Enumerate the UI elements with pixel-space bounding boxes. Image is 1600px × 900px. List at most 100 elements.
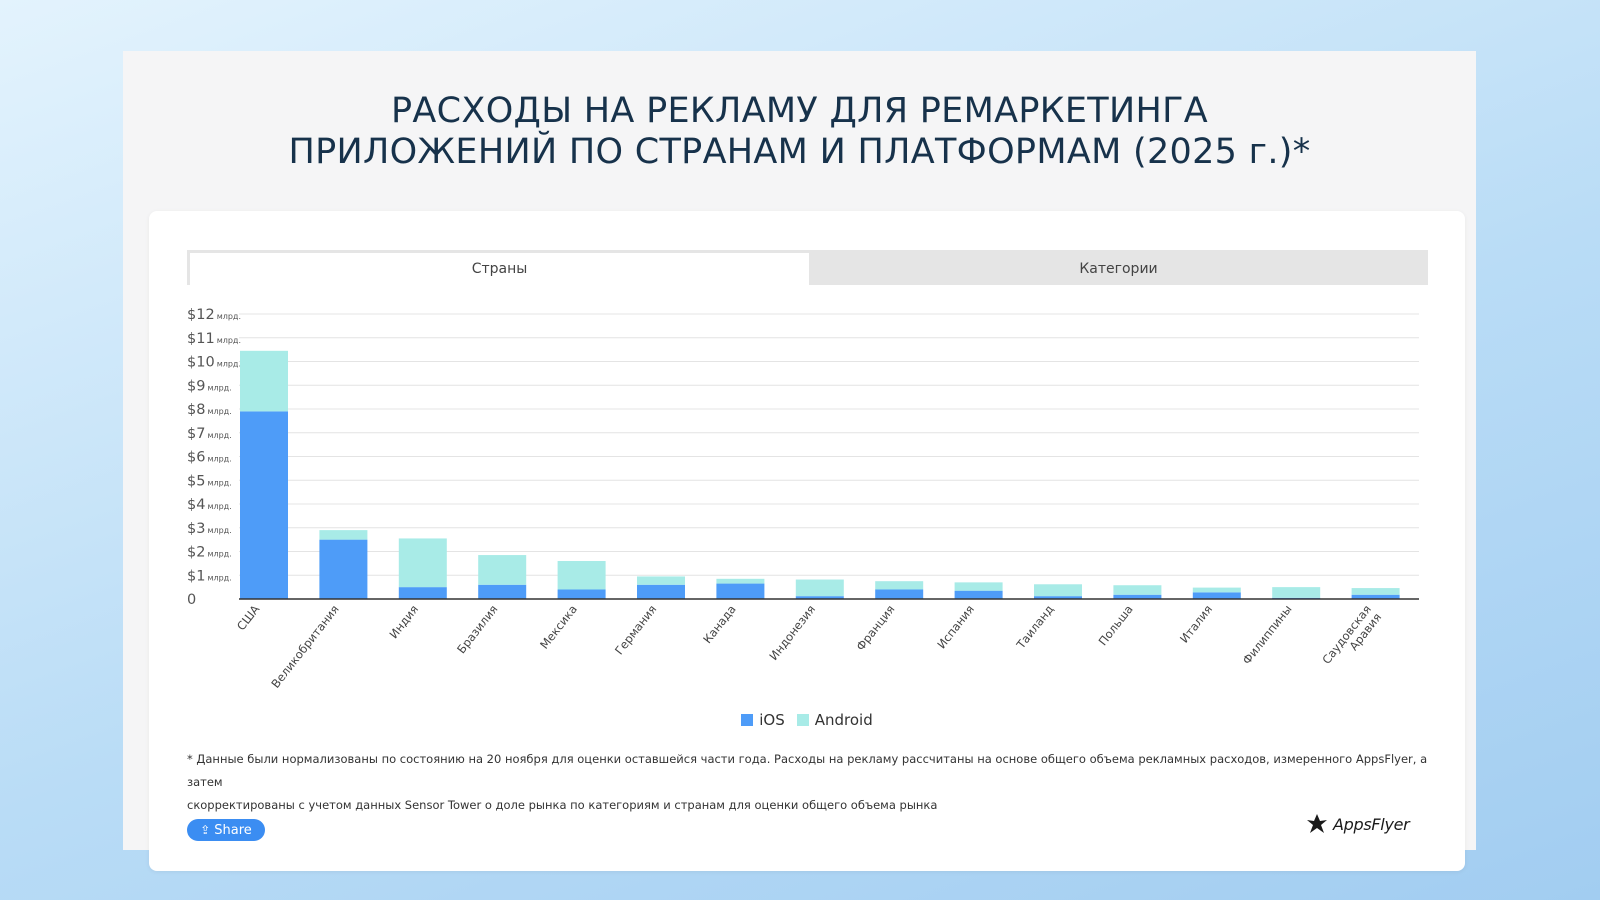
chart-panel: Страны Категории $12 млрд. $11 млрд. $10 млрд… [149, 211, 1465, 871]
bar-ios [875, 589, 924, 599]
bar-android [716, 578, 765, 584]
y-tick-unit: млрд. [217, 360, 241, 369]
tab-categories[interactable]: Категории [1079, 261, 1158, 277]
share-label: Share [214, 822, 252, 838]
legend-label-android: Android [814, 711, 873, 729]
bar-android [1113, 585, 1162, 595]
y-tick-label: $7 млрд. [187, 426, 232, 442]
bar-ios [557, 589, 606, 599]
bar-android [240, 350, 288, 412]
chart-legend: iOS Android [149, 711, 1465, 729]
bar-android [478, 555, 527, 585]
bar-ios [398, 587, 447, 599]
y-tick-label: $11 млрд. [187, 331, 241, 347]
footnote-line-1: * Данные были нормализованы по состоянию… [187, 752, 1428, 789]
bar-ios [1192, 592, 1241, 599]
y-tick-value: $11 [187, 331, 215, 347]
bar-ios [1113, 594, 1162, 599]
footnote: * Данные были нормализованы по состоянию… [187, 748, 1437, 817]
appsflyer-logo: AppsFlyer [1305, 812, 1410, 836]
y-tick-unit: млрд. [207, 431, 231, 440]
bar-ios [795, 596, 844, 599]
y-tick-label: $4 млрд. [187, 497, 232, 513]
bar-ios [1351, 594, 1400, 599]
footnote-line-2: скорректированы с учетом данных Sensor T… [187, 798, 938, 812]
appsflyer-logo-icon [1307, 814, 1327, 833]
bar-ios [319, 539, 368, 599]
y-tick-value: 0 [187, 592, 196, 608]
bar-android [1272, 587, 1321, 598]
y-tick-value: $8 [187, 402, 205, 418]
y-tick-label: $2 млрд. [187, 545, 232, 561]
y-tick-unit: млрд. [207, 550, 231, 559]
bar-ios [1034, 596, 1082, 599]
bar-android [637, 576, 685, 585]
x-tick-label: Германия [612, 602, 659, 657]
x-tick-label: Польша [1096, 602, 1136, 648]
bar-ios [637, 584, 685, 599]
bar-android [398, 538, 447, 588]
y-tick-value: $12 [187, 307, 215, 323]
y-tick-label: $5 млрд. [187, 473, 232, 489]
y-tick-label: $8 млрд. [187, 402, 232, 418]
legend-swatch-android [796, 714, 809, 726]
bar-ios [240, 411, 288, 599]
x-tick-label: Бразилия [454, 602, 500, 656]
y-tick-unit: млрд. [207, 526, 231, 535]
legend-label-ios: iOS [759, 711, 785, 729]
y-tick-label: $9 млрд. [187, 378, 232, 394]
y-tick-label: $1 млрд. [187, 568, 232, 584]
legend-swatch-ios [741, 714, 754, 726]
x-tick-label: Канада [700, 602, 739, 646]
bar-ios [954, 590, 1003, 599]
x-tick-label: Индия [386, 602, 421, 641]
x-tick-label: Мексика [537, 602, 580, 651]
y-tick-unit: млрд. [217, 312, 241, 321]
y-tick-value: $9 [187, 378, 205, 394]
y-tick-value: $10 [187, 355, 215, 371]
y-tick-label: $3 млрд. [187, 521, 232, 537]
tab-bar: Страны Категории [187, 250, 1428, 285]
bar-android [795, 579, 844, 597]
bar-android [557, 561, 606, 590]
y-tick-label: $6 млрд. [187, 450, 232, 466]
share-button[interactable]: ⇪ Share [187, 819, 265, 841]
y-tick-value: $1 [187, 568, 205, 584]
y-tick-value: $5 [187, 473, 205, 489]
share-icon: ⇪ [200, 823, 211, 837]
y-tick-unit: млрд. [207, 455, 231, 464]
bar-android [1034, 584, 1082, 597]
bar-ios [478, 584, 527, 599]
legend-item-ios[interactable]: iOS [741, 711, 785, 729]
y-tick-value: $3 [187, 521, 205, 537]
y-tick-value: $4 [187, 497, 205, 513]
y-tick-label: 0 [187, 592, 196, 608]
x-tick-label: Италия [1177, 602, 1215, 645]
x-tick-label: Филиппины [1240, 602, 1295, 667]
bar-android [875, 581, 924, 590]
x-tick-label: Индонезия [766, 602, 818, 663]
page-title-line-1: РАСХОДЫ НА РЕКЛАМУ ДЛЯ РЕМАРКЕТИНГА [391, 91, 1208, 131]
y-tick-value: $7 [187, 426, 205, 442]
x-tick-label: Великобритания [268, 602, 341, 690]
x-tick-label: СаудовскаяАравия [1319, 602, 1384, 674]
page-title-line-2: ПРИЛОЖЕНИЙ ПО СТРАНАМ И ПЛАТФОРМАМ (2025… [288, 132, 1311, 172]
bar-android [1351, 588, 1400, 595]
y-tick-unit: млрд. [207, 383, 231, 392]
x-tick-label: Франция [853, 602, 897, 653]
y-tick-value: $2 [187, 545, 205, 561]
tab-countries[interactable]: Страны [190, 253, 809, 285]
y-tick-label: $10 млрд. [187, 355, 241, 371]
x-tick-label: Таиланд [1013, 602, 1056, 652]
y-tick-unit: млрд. [207, 478, 231, 487]
bar-chart: $12 млрд.$11 млрд.$10 млрд.$9 млрд.$8 млрд.$7… [187, 307, 1419, 691]
y-tick-label: $12 млрд. [187, 307, 241, 323]
bar-android [954, 582, 1003, 591]
y-tick-unit: млрд. [207, 407, 231, 416]
y-tick-value: $6 [187, 450, 205, 466]
legend-item-android[interactable]: Android [796, 711, 873, 729]
x-tick-label: Испания [934, 602, 977, 651]
bar-ios [716, 583, 765, 599]
y-tick-unit: млрд. [217, 336, 241, 345]
x-tick-label: США [234, 602, 262, 633]
